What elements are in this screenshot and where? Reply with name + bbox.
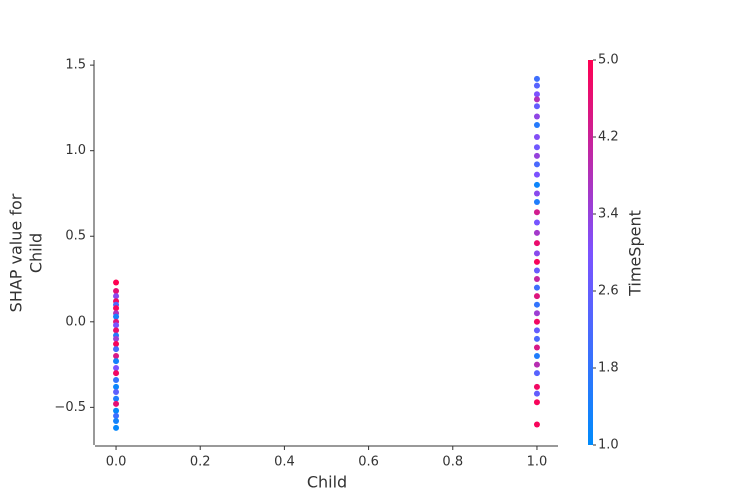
point xyxy=(533,240,540,247)
point xyxy=(533,229,540,236)
point xyxy=(113,418,120,425)
point xyxy=(533,219,540,226)
point xyxy=(113,365,120,371)
point xyxy=(533,91,540,98)
point xyxy=(113,313,120,320)
point xyxy=(533,152,540,159)
point xyxy=(533,75,540,82)
point xyxy=(113,288,120,294)
point xyxy=(113,388,120,395)
point xyxy=(113,341,120,348)
point xyxy=(113,322,120,329)
point xyxy=(533,199,540,206)
colorbar-tick-label: 3.4 xyxy=(598,207,619,222)
point xyxy=(533,370,540,377)
point xyxy=(533,161,540,168)
x-tick-label: 0.8 xyxy=(442,455,463,470)
point xyxy=(113,376,120,383)
point xyxy=(113,346,120,353)
y-axis-label: SHAP value for xyxy=(7,193,26,312)
y-tick-label: −0.5 xyxy=(54,400,86,415)
point xyxy=(533,353,540,360)
point xyxy=(533,134,540,140)
point xyxy=(533,122,540,129)
y-tick-label: 0.0 xyxy=(65,314,86,329)
point xyxy=(533,421,540,428)
point xyxy=(113,279,120,286)
colorbar-tick-label: 2.6 xyxy=(598,284,619,299)
point xyxy=(533,82,540,89)
x-tick-label: 1.0 xyxy=(527,455,548,470)
colorbar-label: TimeSpent xyxy=(626,210,645,297)
point xyxy=(533,171,540,178)
point xyxy=(533,335,540,342)
point xyxy=(533,181,540,188)
point xyxy=(113,305,120,312)
point xyxy=(533,383,540,390)
point xyxy=(533,113,540,120)
point xyxy=(113,358,120,365)
point xyxy=(113,424,120,431)
point xyxy=(113,400,120,407)
point xyxy=(533,284,540,291)
point xyxy=(533,250,540,257)
point xyxy=(113,412,120,419)
x-tick-label: 0.6 xyxy=(358,455,379,470)
y-tick-label: 0.5 xyxy=(65,229,86,244)
y-axis-label: Child xyxy=(27,233,46,273)
point xyxy=(533,361,540,368)
point xyxy=(113,293,120,300)
point xyxy=(113,335,120,342)
point xyxy=(533,276,540,283)
point xyxy=(113,383,120,390)
point xyxy=(533,310,540,317)
colorbar-tick-label: 5.0 xyxy=(598,53,619,68)
colorbar xyxy=(588,60,593,445)
point xyxy=(533,267,540,274)
point xyxy=(113,395,120,402)
point xyxy=(533,390,540,397)
point xyxy=(533,190,540,197)
point xyxy=(533,209,540,216)
point xyxy=(533,327,540,334)
x-axis-label: Child xyxy=(307,473,347,492)
point xyxy=(113,353,120,360)
point xyxy=(533,103,540,110)
point xyxy=(533,144,540,151)
point xyxy=(533,399,540,406)
x-tick-label: 0.2 xyxy=(190,455,211,470)
x-tick-label: 0.0 xyxy=(106,455,127,470)
x-tick-label: 0.4 xyxy=(274,455,295,470)
point xyxy=(533,301,540,308)
point xyxy=(533,344,540,351)
point xyxy=(113,327,120,334)
point xyxy=(113,370,120,377)
colorbar-tick-label: 1.0 xyxy=(598,438,619,453)
y-tick-label: 1.0 xyxy=(65,143,86,158)
point xyxy=(533,318,540,325)
colorbar-tick-label: 1.8 xyxy=(598,361,619,376)
colorbar-tick-label: 4.2 xyxy=(598,130,619,145)
point xyxy=(533,258,540,265)
point xyxy=(533,293,540,300)
point xyxy=(113,407,120,414)
point xyxy=(533,96,540,103)
y-tick-label: 1.5 xyxy=(65,58,86,73)
